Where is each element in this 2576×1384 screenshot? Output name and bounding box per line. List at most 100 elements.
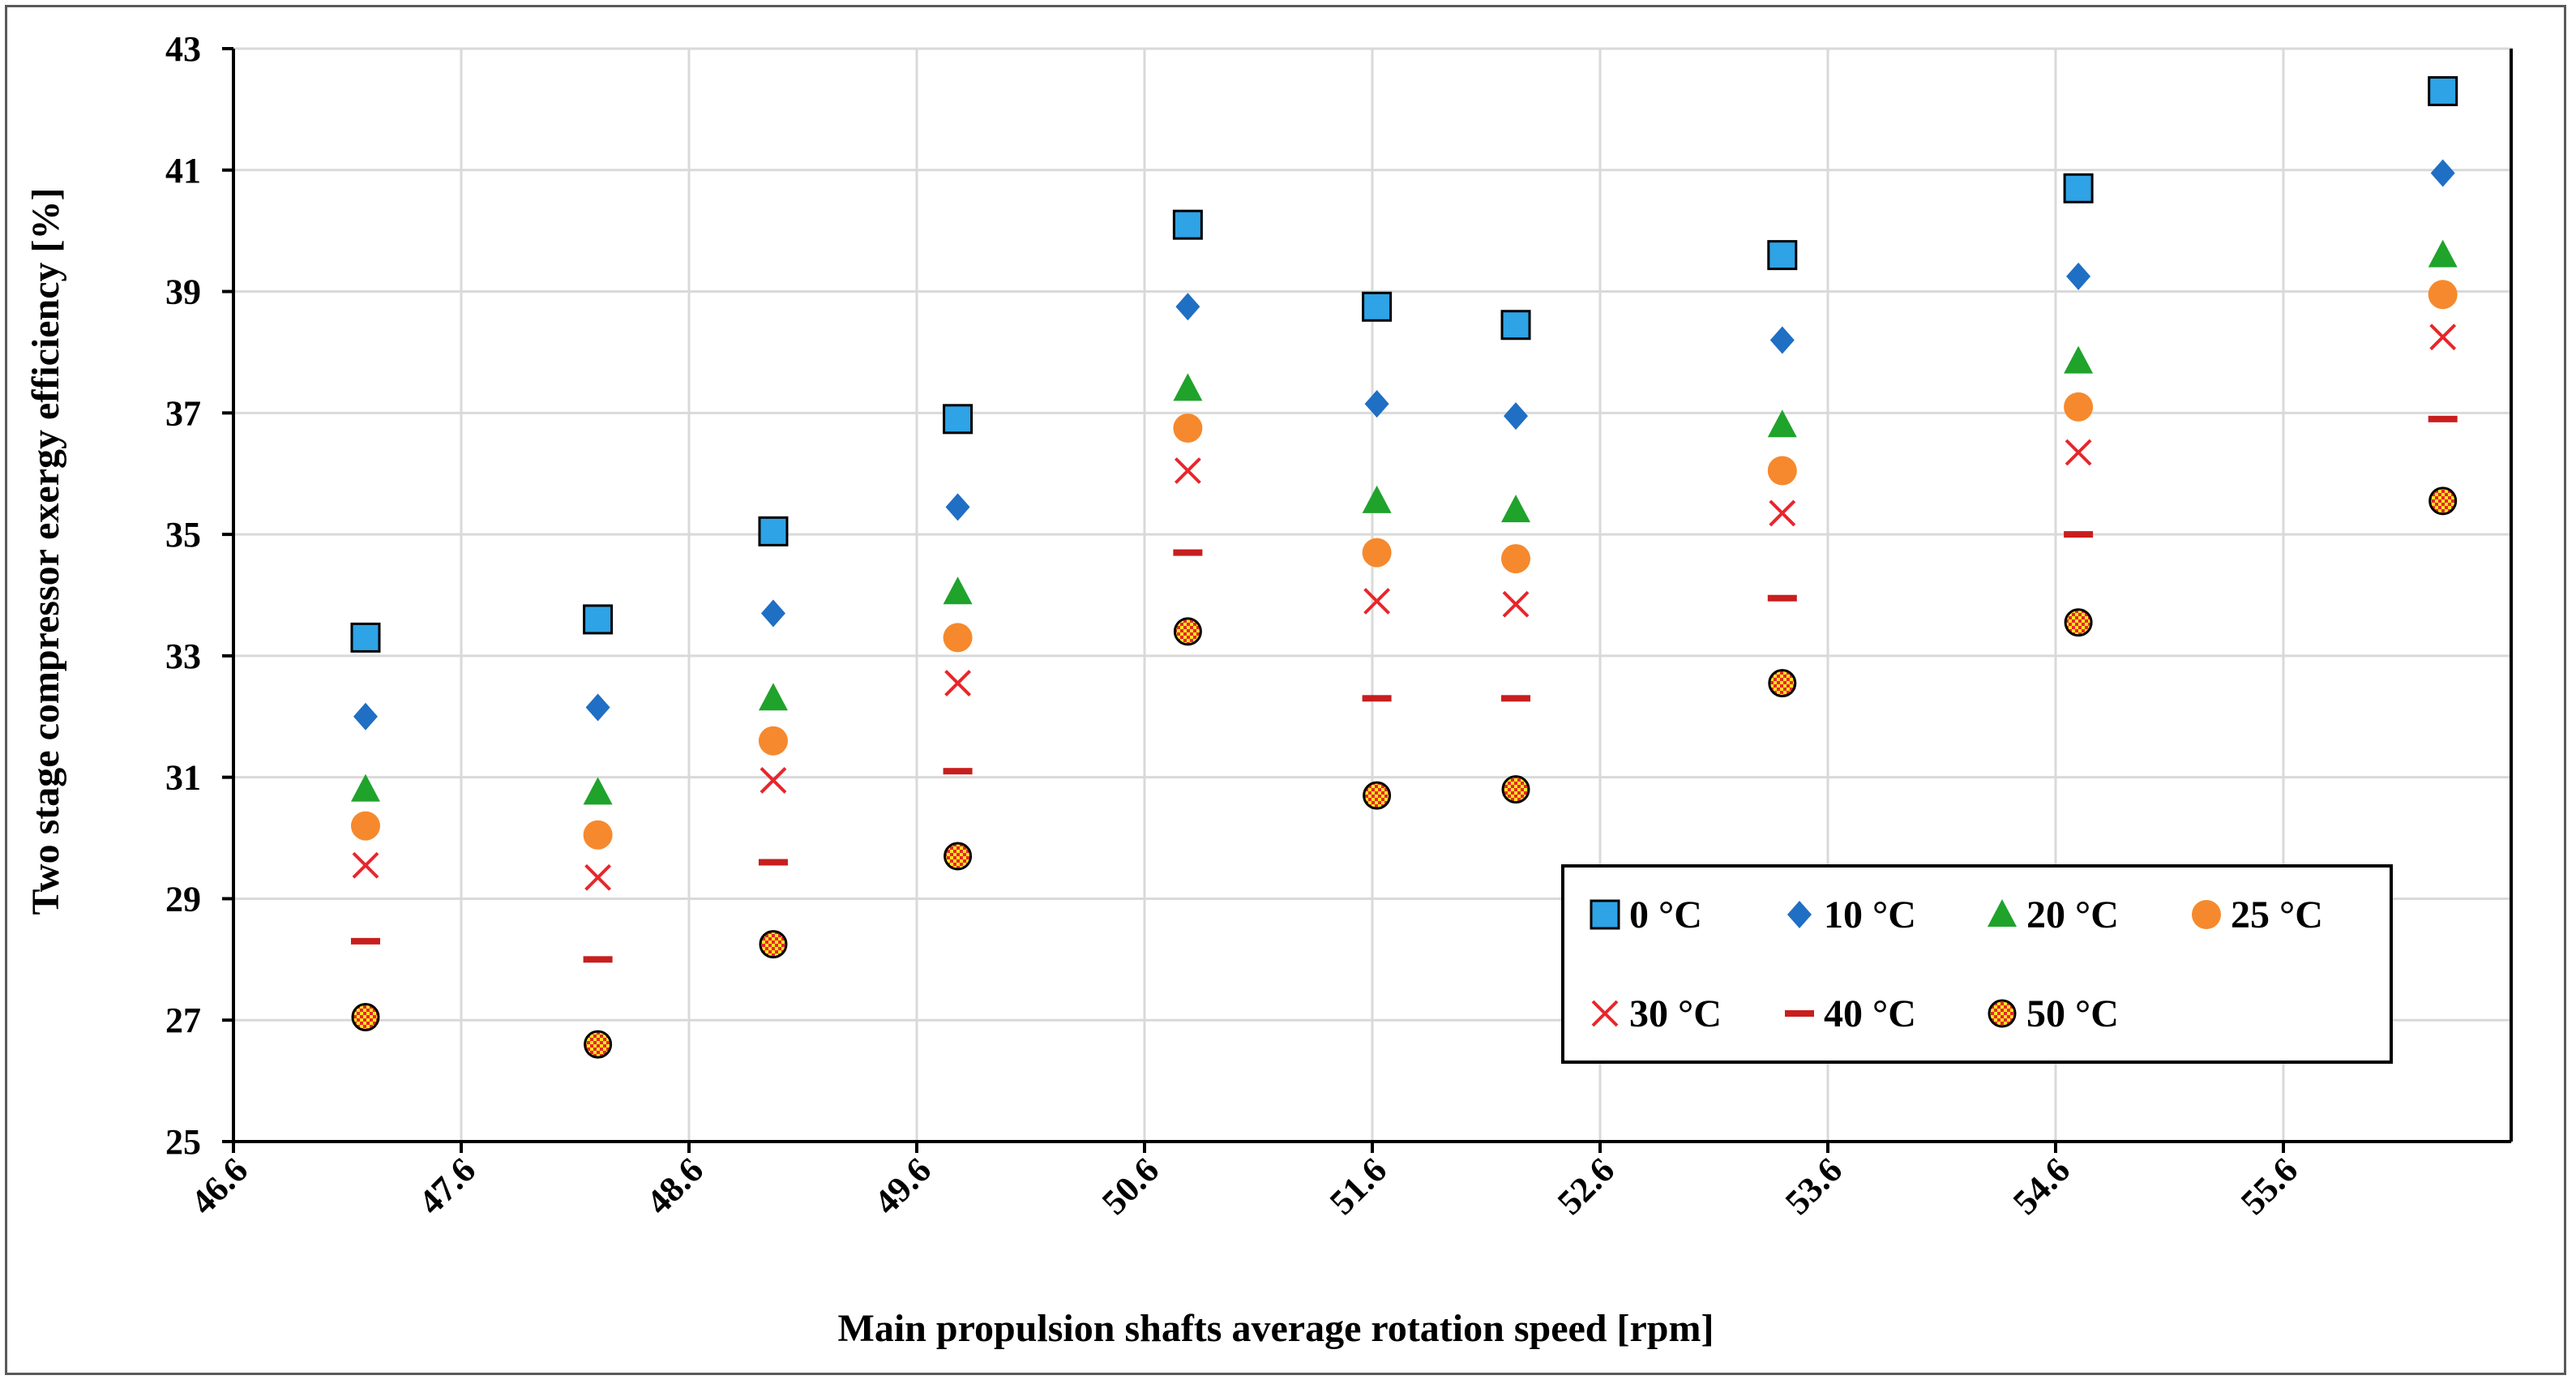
axes — [222, 47, 2513, 1153]
data-point-20c — [758, 683, 788, 711]
legend-label: 25 °C — [2231, 893, 2323, 936]
x-tick-label: 54.6 — [2005, 1150, 2077, 1222]
y-tick-label: 31 — [165, 758, 201, 798]
data-point-30c — [1502, 590, 1530, 618]
data-point-30c — [1363, 588, 1391, 615]
data-point-0c — [758, 516, 789, 546]
x-axis-title: Main propulsion shafts average rotation … — [838, 1307, 1714, 1350]
data-point-0c — [2428, 75, 2458, 106]
data-point-25c — [583, 820, 613, 850]
data-point-20c — [1501, 495, 1531, 523]
data-point-25c — [1362, 538, 1392, 568]
data-point-0c — [350, 622, 381, 653]
data-point-50c — [1173, 617, 1202, 646]
data-point-50c — [2064, 608, 2093, 637]
data-point-10c — [2066, 262, 2091, 290]
data-point-20c — [1362, 485, 1392, 513]
data-point-25c — [1501, 544, 1531, 574]
data-point-10c — [945, 493, 970, 521]
data-point-40c — [1501, 695, 1531, 702]
y-tick-label: 25 — [165, 1122, 201, 1162]
data-point-50c — [1363, 781, 1392, 810]
legend-label: 10 °C — [1824, 893, 1916, 936]
y-tick-label: 27 — [165, 1001, 201, 1040]
y-axis-title: Two stage compressor exergy efficiency [… — [24, 187, 67, 915]
data-point-40c — [1767, 594, 1797, 602]
x-tick-label: 49.6 — [867, 1150, 939, 1222]
data-point-30c — [584, 863, 612, 891]
data-point-30c — [352, 851, 379, 879]
legend-marker — [1785, 1010, 1814, 1017]
data-point-10c — [1175, 293, 1200, 321]
x-tick-label: 55.6 — [2233, 1150, 2305, 1222]
data-point-40c — [2428, 415, 2458, 422]
legend-label: 20 °C — [2026, 893, 2119, 936]
data-point-40c — [1173, 549, 1203, 556]
data-point-10c — [1364, 390, 1389, 418]
data-point-50c — [1768, 669, 1797, 698]
legend-label: 0 °C — [1629, 893, 1702, 936]
x-tick-label: 48.6 — [639, 1150, 711, 1222]
data-point-20c — [1173, 373, 1203, 401]
data-point-40c — [758, 859, 788, 866]
data-point-25c — [1767, 456, 1797, 486]
data-point-0c — [583, 604, 614, 635]
legend-label: 40 °C — [1824, 992, 1916, 1035]
data-point-30c — [1174, 457, 1201, 484]
data-point-10c — [1504, 402, 1529, 431]
data-point-0c — [2063, 173, 2094, 204]
data-point-40c — [943, 768, 973, 775]
data-point-50c — [584, 1030, 613, 1059]
data-point-10c — [760, 599, 785, 628]
legend-marker — [1590, 899, 1620, 930]
tick-labels: 46.6 47.6 48.6 49.6 50.6 51.6 52.6 53.6 54.6 55.6… — [165, 29, 2305, 1223]
y-tick-label: 41 — [165, 151, 201, 191]
chart-frame — [5, 5, 2566, 1375]
data-point-10c — [585, 693, 610, 722]
data-point-10c — [353, 702, 378, 731]
data-point-25c — [2428, 280, 2458, 310]
data-point-0c — [1500, 310, 1531, 341]
y-tick-label: 39 — [165, 272, 201, 312]
legend-marker — [1988, 899, 2017, 927]
data-point-40c — [350, 937, 380, 945]
y-tick-label: 43 — [165, 29, 201, 69]
data-point-40c — [1362, 695, 1392, 702]
data-point-0c — [1362, 291, 1393, 322]
data-point-0c — [1172, 209, 1203, 240]
data-point-40c — [583, 956, 613, 963]
data-point-40c — [2064, 531, 2094, 538]
legend-marker — [1988, 999, 2017, 1028]
data-point-50c — [2428, 486, 2458, 516]
data-point-20c — [2064, 345, 2094, 374]
data-point-30c — [2065, 439, 2092, 466]
data-point-20c — [583, 777, 613, 805]
legend-label: 50 °C — [2026, 992, 2119, 1035]
data-point-10c — [1769, 326, 1795, 354]
y-tick-label: 37 — [165, 393, 201, 433]
x-tick-label: 50.6 — [1094, 1150, 1166, 1222]
data-point-20c — [943, 576, 973, 605]
data-point-0c — [1767, 240, 1798, 271]
data-points — [350, 75, 2458, 1059]
legend-box — [1561, 864, 2393, 1064]
x-tick-label: 52.6 — [1550, 1150, 1622, 1222]
data-point-50c — [759, 930, 788, 959]
data-point-25c — [943, 623, 973, 653]
legend-marker — [2192, 900, 2221, 929]
data-point-50c — [351, 1002, 380, 1031]
data-point-20c — [350, 773, 380, 802]
x-tick-label: 53.6 — [1778, 1150, 1850, 1222]
data-point-50c — [944, 842, 973, 871]
legend-marker — [1787, 901, 1812, 928]
data-point-50c — [1501, 775, 1530, 804]
data-point-30c — [1769, 499, 1796, 527]
data-point-20c — [2428, 239, 2458, 268]
y-tick-label: 29 — [165, 879, 201, 919]
data-point-20c — [1767, 409, 1797, 438]
x-tick-label: 47.6 — [411, 1150, 483, 1222]
data-point-0c — [943, 404, 973, 435]
data-point-25c — [2064, 392, 2094, 422]
data-point-30c — [944, 670, 971, 697]
